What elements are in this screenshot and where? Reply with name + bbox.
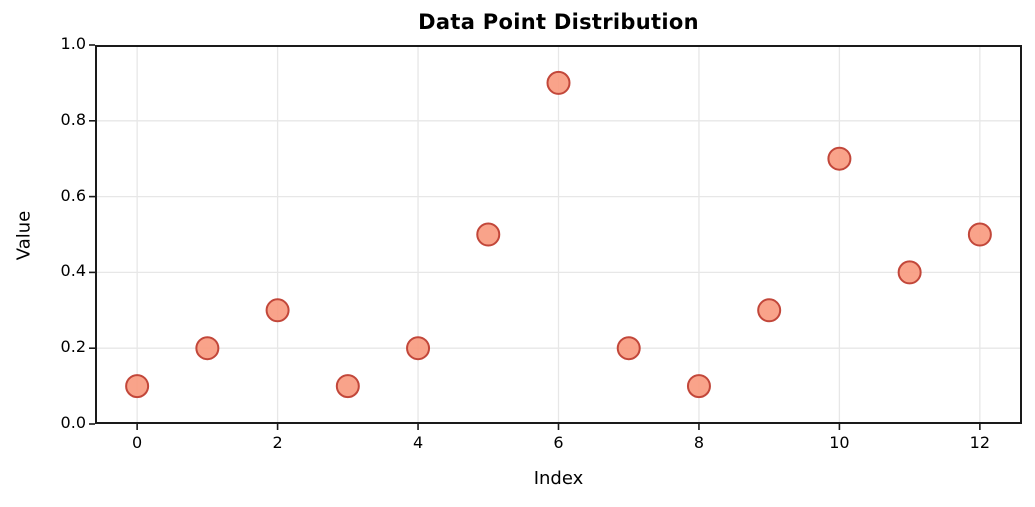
y-tick-label: 0.4 (60, 261, 86, 281)
data-point (546, 70, 571, 95)
x-tick-label: 2 (272, 433, 283, 452)
x-tick-label: 8 (693, 433, 705, 452)
x-tick-label: 10 (829, 433, 850, 452)
data-point (195, 336, 220, 361)
data-point (265, 298, 290, 323)
y-axis-label: Value (13, 210, 35, 261)
x-tick-label: 6 (553, 433, 564, 452)
data-point (616, 336, 641, 361)
x-tick-label: 12 (969, 433, 991, 452)
y-tick-label: 0.6 (60, 185, 86, 205)
data-point (335, 374, 360, 399)
y-tick-label: 0.0 (60, 413, 86, 432)
x-tick-label: 0 (132, 433, 143, 452)
y-tick-label: 0.8 (60, 109, 86, 129)
data-point (827, 146, 852, 171)
plot-area (89, 44, 1022, 430)
data-point (897, 260, 922, 285)
data-point (476, 222, 501, 247)
axes-spines (95, 45, 1022, 424)
x-axis-label: Index (533, 468, 584, 489)
data-point (406, 336, 431, 361)
data-point (967, 222, 992, 247)
x-tick-label: 4 (412, 433, 424, 452)
data-point (125, 374, 150, 399)
y-tick-label: 0.2 (60, 337, 86, 357)
data-point (757, 298, 782, 323)
data-point (686, 374, 711, 399)
chart-title: Data Point Distribution (418, 10, 699, 34)
y-tick-label: 1.0 (60, 34, 86, 53)
